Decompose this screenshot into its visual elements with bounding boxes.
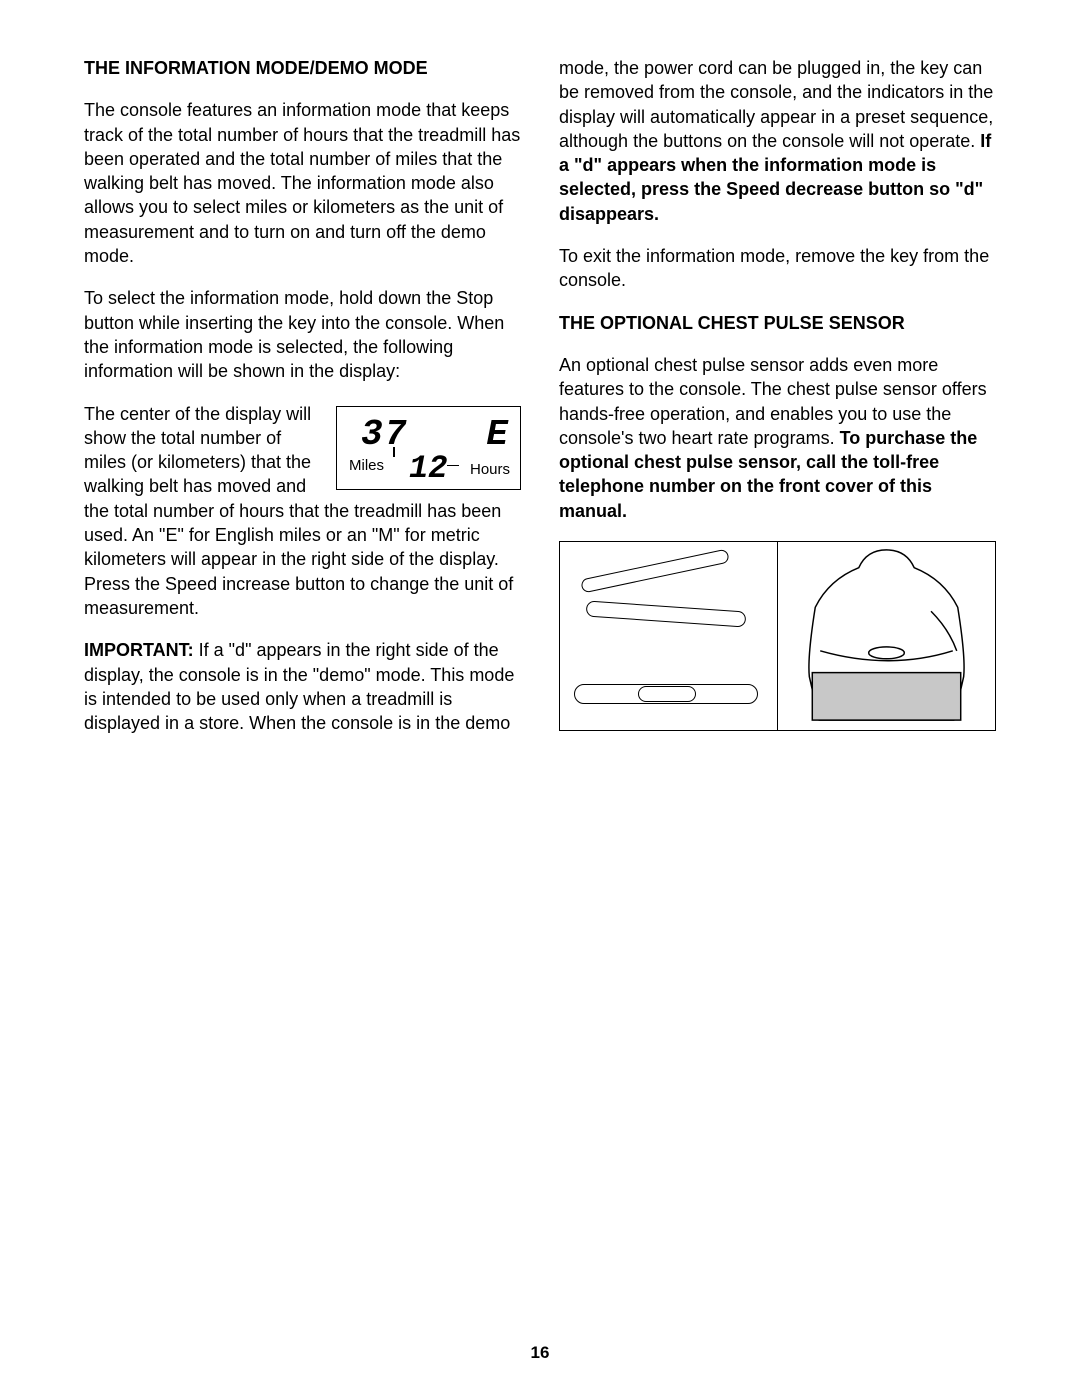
demo-mode-continuation: mode, the power cord can be plugged in, … [559, 56, 996, 226]
important-para: IMPORTANT: If a "d" appears in the right… [84, 638, 521, 735]
pointer-line-icon [393, 447, 395, 457]
torso-illustration [778, 542, 995, 730]
strap-icon [586, 600, 747, 627]
left-column: THE INFORMATION MODE/DEMO MODE The conso… [84, 56, 521, 753]
pointer-line-icon [447, 465, 459, 467]
display-wrap-block: 37 E 12 Miles Hours The center of the di… [84, 402, 521, 523]
info-mode-para-2: To select the information mode, hold dow… [84, 286, 521, 383]
display-hours-value: 12 [409, 447, 447, 490]
info-mode-heading: THE INFORMATION MODE/DEMO MODE [84, 56, 521, 80]
chest-sensor-para: An optional chest pulse sensor adds even… [559, 353, 996, 523]
transmitter-pod-icon [638, 686, 696, 702]
display-description-b: used. An "E" for English miles or an "M"… [84, 523, 521, 620]
chest-sensor-figure [559, 541, 996, 731]
miles-label: Miles [349, 456, 384, 476]
info-mode-para-1: The console features an information mode… [84, 98, 521, 268]
chest-sensor-heading: THE OPTIONAL CHEST PULSE SENSOR [559, 311, 996, 335]
right-column: mode, the power cord can be plugged in, … [559, 56, 996, 753]
demo-mode-text-a: mode, the power cord can be plugged in, … [559, 58, 993, 151]
important-label: IMPORTANT: [84, 640, 194, 660]
console-display-figure: 37 E 12 Miles Hours [336, 406, 521, 490]
display-unit-letter: E [486, 411, 508, 460]
hours-label: Hours [470, 460, 510, 480]
strap-icon [580, 549, 730, 594]
exit-info-mode: To exit the information mode, remove the… [559, 244, 996, 293]
page-number: 16 [0, 1342, 1080, 1365]
torso-icon [778, 542, 995, 730]
display-miles-value: 37 [361, 411, 408, 460]
strap-illustration [560, 542, 778, 730]
